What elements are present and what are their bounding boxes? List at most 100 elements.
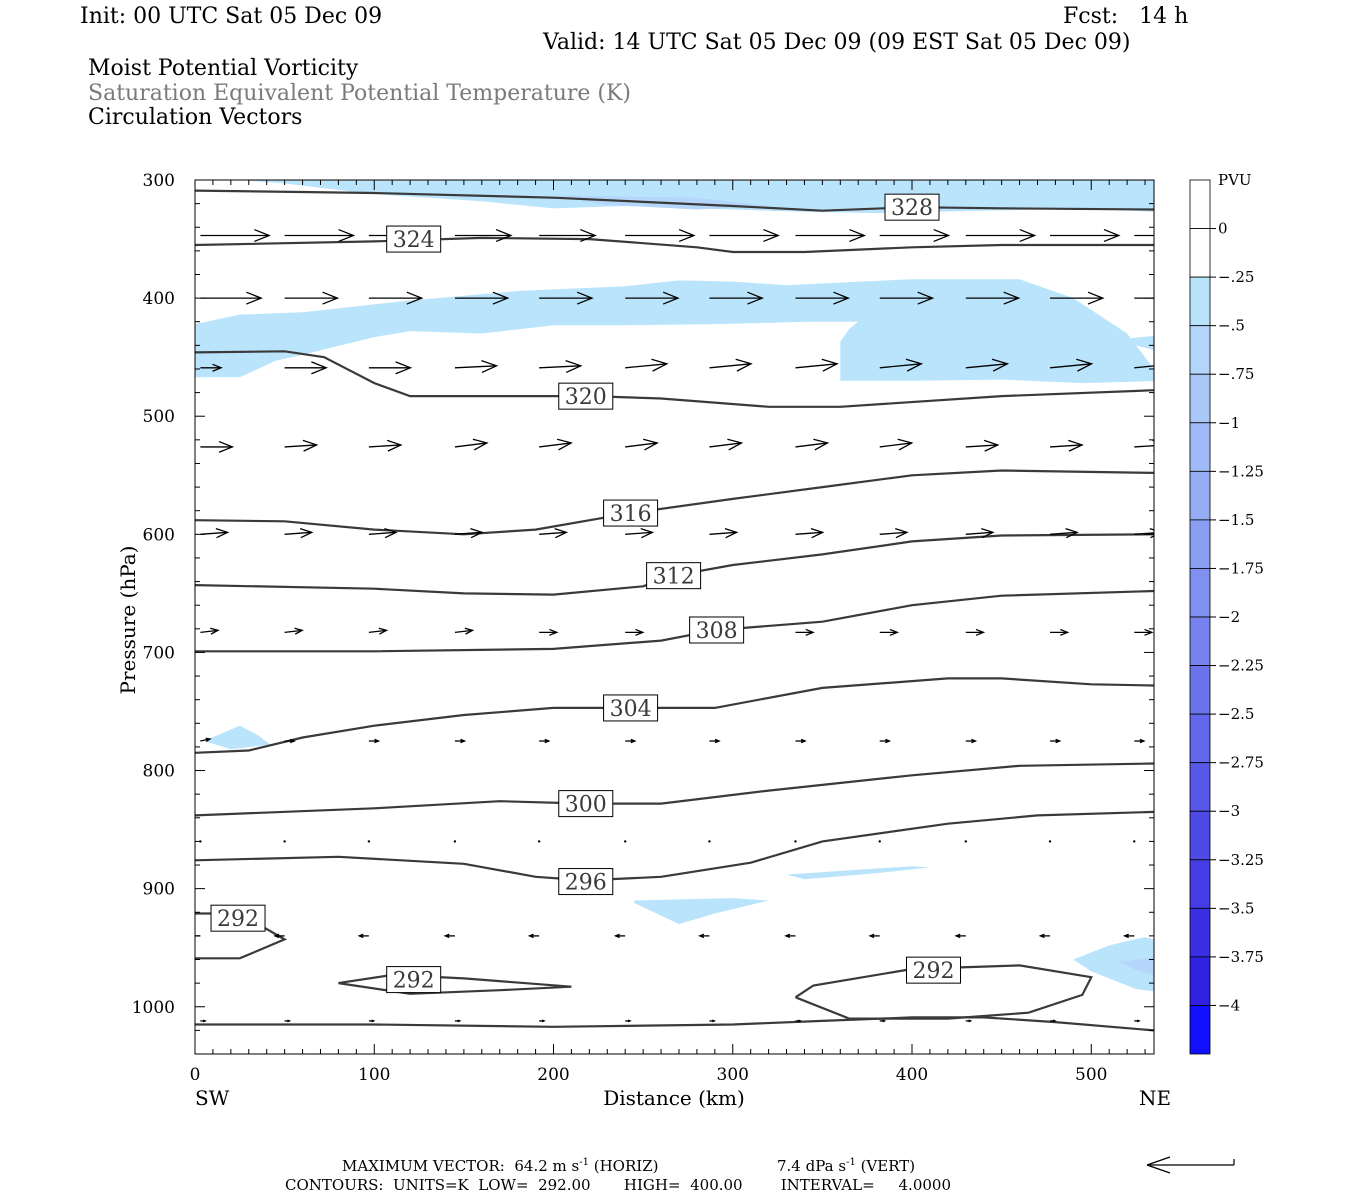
colorbar-swatch — [1189, 519, 1211, 569]
vector-head — [554, 528, 569, 539]
vector-head — [202, 1019, 207, 1023]
contour-label-box — [603, 694, 659, 722]
valid-time: Valid: 14 UTC Sat 05 Dec 09 (09 EST Sat … — [543, 30, 1131, 55]
vector-head — [954, 933, 961, 939]
colorbar-label: −3 — [1218, 802, 1240, 820]
field-title-pv: Moist Potential Vorticity — [88, 56, 359, 81]
contour-line-unlabeled-12 — [195, 1016, 1154, 1032]
vector-dot — [283, 840, 286, 843]
vector-head — [1076, 358, 1094, 372]
colorbar-label: −3.75 — [1218, 948, 1264, 966]
vector-shaft — [709, 531, 737, 535]
vector-head — [374, 738, 381, 744]
vector-head — [849, 228, 867, 243]
contour-label: 324 — [393, 228, 435, 253]
axes: 300 400 500 600 700 800 900 1000 0 100 200 300 400 50… — [132, 171, 1155, 1085]
pv-region-6 — [634, 898, 769, 925]
circulation-vectors — [195, 228, 1187, 1023]
vector-shaft — [454, 365, 497, 369]
plot-frame — [194, 179, 1155, 1055]
contour-line-292-10 — [338, 973, 572, 995]
vector-head — [805, 628, 815, 636]
vector-head — [384, 528, 398, 539]
colorbar-label: −1.25 — [1218, 462, 1264, 480]
field-title-vectors: Circulation Vectors — [88, 105, 303, 130]
colorbar-swatch — [1189, 228, 1211, 278]
pv-colorbar: 0 −.25 −.5 −.75 −1 −1.25 −1.5 −1.75 −2 −2.25 −2.5 −… — [1189, 179, 1264, 1055]
contour-line-328-0 — [195, 189, 1154, 212]
colorbar-label: −1 — [1218, 414, 1240, 432]
vector-head — [1055, 738, 1062, 744]
colorbar-label: −.75 — [1218, 365, 1254, 383]
vector-shaft — [965, 531, 994, 535]
forecast-hour: Fcst: 14 h — [1063, 4, 1189, 29]
contour-line-304-6 — [195, 677, 1154, 754]
vector-head — [527, 933, 534, 939]
contour-labels: 328 324 320 316 312 308 304 300 296 292 292 292 — [210, 193, 962, 994]
vector-shaft — [795, 363, 838, 369]
vector-dot — [453, 840, 457, 843]
colorbar-swatch — [1189, 422, 1211, 472]
x-tick-label: 100 — [358, 1065, 390, 1085]
contour-label-box — [689, 616, 745, 644]
colorbar-label: −.25 — [1218, 268, 1254, 286]
vector-head — [651, 358, 669, 372]
max-vert-text: 7.4 dPa s — [777, 1157, 847, 1175]
vector-shaft — [625, 363, 667, 369]
contour-line-316-3 — [195, 469, 1154, 536]
contour-label: 316 — [610, 502, 652, 527]
vector-head — [1172, 292, 1187, 304]
vector-head — [287, 1019, 292, 1023]
y-tick-label: 300 — [143, 171, 175, 191]
colorbar-label: −2 — [1218, 608, 1240, 626]
vector-head — [895, 528, 909, 539]
contour-label-box — [906, 956, 962, 984]
vector-head — [481, 359, 499, 374]
vector-shaft — [879, 363, 922, 369]
vector-head — [981, 528, 995, 539]
x-tick-label: 500 — [1075, 1065, 1107, 1085]
vector-head — [1139, 738, 1146, 744]
contour-label-box — [386, 225, 442, 253]
vector-head — [1060, 628, 1070, 636]
vector-dot — [708, 840, 711, 843]
vector-head — [933, 228, 951, 243]
vector-head — [1068, 439, 1084, 452]
y-tick-label: 400 — [143, 289, 175, 309]
vector-dot — [878, 840, 881, 843]
vector-head — [712, 1019, 717, 1023]
vector-head — [443, 933, 450, 939]
vector-head — [627, 1019, 632, 1023]
vector-head — [833, 291, 851, 305]
vector-head — [635, 628, 645, 636]
colorbar-swatch — [1189, 179, 1211, 229]
vector-shaft — [709, 442, 742, 448]
vector-head — [630, 738, 637, 744]
vector-head — [338, 228, 356, 243]
max-vector-exponent: -1 — [579, 1157, 589, 1168]
vector-head — [1103, 228, 1121, 243]
vector-head — [378, 627, 389, 635]
vector-head — [885, 738, 892, 744]
vector-shaft — [368, 531, 397, 535]
contour-label-box — [884, 193, 940, 221]
vector-head — [763, 228, 781, 243]
colorbar-label: −3.5 — [1218, 899, 1254, 917]
pv-region-5 — [786, 866, 930, 880]
vector-head — [195, 934, 196, 937]
vector-shaft — [539, 442, 572, 448]
x-tick-label: 200 — [537, 1065, 569, 1085]
vector-head — [322, 291, 340, 305]
vector-head — [565, 359, 583, 374]
y-tick-label: 700 — [143, 643, 175, 663]
contour-line-324-1 — [195, 236, 1154, 254]
vector-dot — [537, 840, 541, 843]
vector-head — [1144, 628, 1154, 636]
vector-dot — [1133, 840, 1136, 843]
vector-shaft — [1134, 365, 1154, 369]
vector-shaft — [795, 442, 828, 448]
contour-label-box — [646, 562, 702, 590]
vector-head — [813, 438, 830, 451]
colorbar-label: −2.5 — [1218, 705, 1254, 723]
vector-dot — [794, 840, 797, 843]
